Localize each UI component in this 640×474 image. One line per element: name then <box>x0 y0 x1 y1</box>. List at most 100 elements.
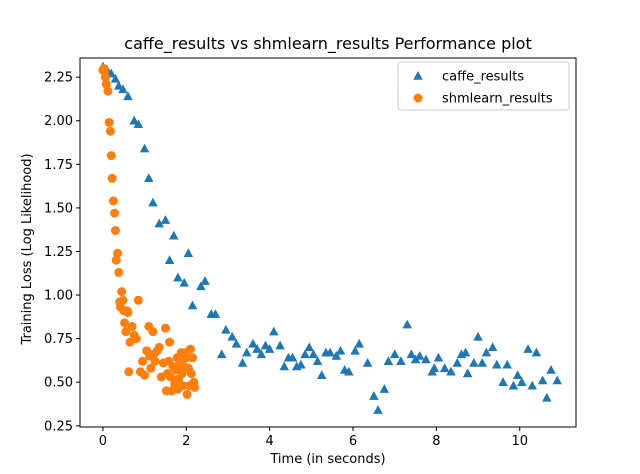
caffe-point <box>118 84 128 94</box>
shmlearn-point <box>124 367 134 377</box>
caffe-point <box>344 366 354 376</box>
y-axis-label: Training Loss (Log Likelihood) <box>20 153 35 345</box>
x-tick-label: 10 <box>511 434 528 449</box>
caffe-point <box>252 344 262 353</box>
caffe-point <box>164 255 175 264</box>
caffe-point <box>179 277 189 287</box>
shmlearn-point <box>117 287 127 297</box>
shmlearn-point <box>104 117 114 127</box>
caffe-point <box>446 366 456 376</box>
shmlearn-point <box>107 173 117 183</box>
x-tick-label: 8 <box>432 434 440 449</box>
caffe-point <box>383 356 394 366</box>
shmlearn-point <box>111 255 121 265</box>
caffe-point <box>462 368 473 378</box>
x-axis-label: Time (in seconds) <box>269 452 385 467</box>
caffe-point <box>200 276 210 285</box>
y-tick-label: 1.25 <box>44 245 73 260</box>
caffe-point <box>502 359 512 369</box>
y-tick-label: 1.75 <box>44 158 73 173</box>
shmlearn-point <box>160 323 170 333</box>
caffe-point <box>402 319 412 329</box>
y-tick-label: 1.50 <box>44 201 73 216</box>
caffe-point <box>325 347 335 357</box>
caffe-point <box>248 338 258 348</box>
caffe-point <box>173 272 183 282</box>
caffe-point <box>275 340 285 350</box>
caffe-point <box>439 363 450 373</box>
shmlearn-point <box>105 126 115 136</box>
caffe-point <box>241 347 252 357</box>
caffe-point <box>287 352 298 362</box>
caffe-point <box>469 358 479 367</box>
caffe-point <box>421 354 431 364</box>
caffe-point <box>279 361 289 371</box>
caffe-point <box>210 309 221 318</box>
shmlearn-point <box>103 86 113 96</box>
caffe-point <box>316 370 327 379</box>
caffe-point <box>123 91 133 101</box>
caffe-point <box>227 331 237 341</box>
shmlearn-point <box>121 327 131 337</box>
caffe-point <box>196 281 206 291</box>
shmlearn-point <box>133 295 143 305</box>
caffe-point <box>312 356 323 366</box>
caffe-point <box>296 359 306 369</box>
caffe-point <box>477 358 487 367</box>
plot-area: 0 2 4 6 8 10 0.25 0.50 0.75 1.00 1.25 1.50 1.75 2.00 2… <box>44 57 577 449</box>
shmlearn-point <box>165 372 175 382</box>
shmlearn-point <box>118 295 128 305</box>
caffe-point <box>216 349 227 359</box>
y-tick-label: 2.25 <box>44 71 73 86</box>
shmlearn-point <box>110 208 120 218</box>
shmlearn-point <box>101 79 111 89</box>
y-tick-label: 1.00 <box>44 289 73 304</box>
y-tick-label: 0.50 <box>44 376 73 391</box>
shmlearn-point <box>178 381 188 391</box>
caffe-point <box>350 345 360 355</box>
shmlearn-point <box>120 318 130 328</box>
caffe-point <box>379 384 390 393</box>
caffe-point <box>373 405 383 414</box>
shmlearn-point <box>110 226 120 236</box>
caffe-point <box>473 331 483 341</box>
legend-marker-caffe <box>413 71 423 80</box>
caffe-point <box>492 359 502 369</box>
caffe-point <box>160 215 171 224</box>
caffe-point <box>110 73 121 83</box>
caffe-point <box>389 349 400 359</box>
caffe-point <box>552 375 562 385</box>
caffe-point <box>537 375 548 385</box>
caffe-point <box>308 349 319 359</box>
caffe-point <box>114 80 124 90</box>
caffe-point <box>460 347 471 357</box>
shmlearn-point <box>148 327 158 337</box>
caffe-point <box>429 363 440 373</box>
shmlearn-point <box>186 368 196 378</box>
caffe-point <box>498 377 508 386</box>
caffe-point <box>546 365 556 374</box>
caffe-point <box>487 342 498 352</box>
shmlearn-point <box>182 389 192 399</box>
caffe-point <box>331 351 342 360</box>
caffe-point <box>231 338 242 348</box>
caffe-point <box>169 230 179 240</box>
caffe-point <box>148 197 158 207</box>
caffe-point <box>527 380 537 390</box>
caffe-point <box>531 347 542 357</box>
x-tick-label: 0 <box>99 434 107 449</box>
caffe-point <box>260 340 271 350</box>
caffe-point <box>139 143 150 153</box>
shmlearn-point <box>127 321 137 331</box>
caffe-point <box>154 218 164 228</box>
caffe-point <box>144 173 154 183</box>
shmlearn-point <box>113 248 123 258</box>
shmlearn-point <box>185 344 195 354</box>
caffe-point <box>508 380 519 390</box>
caffe-point <box>237 358 248 367</box>
caffe-point <box>129 115 139 125</box>
caffe-point <box>406 349 417 359</box>
caffe-point <box>523 344 533 353</box>
